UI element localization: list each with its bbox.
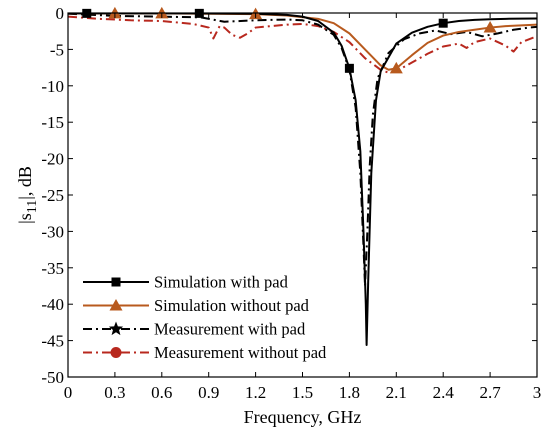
y-tick-label-4: -20 (41, 150, 64, 169)
series-2-marker-5 (483, 21, 497, 33)
x-tick-label-8: 2.4 (433, 383, 455, 402)
legend-marker-1 (111, 277, 121, 287)
legend-marker-2 (109, 299, 123, 311)
y-tick-label-8: -40 (41, 295, 64, 314)
tick-layer: 0 0.3 0.6 0.9 1.2 1.5 1.8 2.1 2.4 2.7 3 0 -5 -10 -15 -2… (41, 4, 541, 402)
legend-label-2: Simulation without pad (154, 296, 310, 315)
y-axis-label-main: |s (15, 213, 35, 224)
legend-label-1: Simulation with pad (154, 273, 289, 292)
series-2-marker-4 (389, 61, 403, 74)
y-tick-label-3: -15 (41, 113, 64, 132)
legend-label-4: Measurement without pad (154, 343, 327, 362)
y-axis-label-subscript: 11 (25, 200, 40, 213)
x-tick-label-2: 0.6 (151, 383, 172, 402)
x-tick-label-3: 0.9 (198, 383, 219, 402)
legend-marker-4 (110, 347, 122, 358)
legend-item-1: Simulation with pad (83, 273, 289, 292)
x-tick-label-7: 2.1 (386, 383, 407, 402)
y-tick-label-2: -10 (41, 77, 64, 96)
y-tick-label-5: -25 (41, 186, 64, 205)
x-tick-label-0: 0 (64, 383, 73, 402)
y-axis-label-tail: |, dB (15, 166, 35, 200)
y-tick-label-7: -35 (41, 259, 64, 278)
legend: Simulation with pad Simulation without pa… (74, 269, 346, 365)
legend-item-4: Measurement without pad (83, 343, 327, 362)
x-tick-label-1: 0.3 (104, 383, 125, 402)
y-axis-label: |s11|, dB (15, 166, 40, 224)
x-tick-label-6: 1.8 (339, 383, 360, 402)
x-tick-label-4: 1.2 (245, 383, 266, 402)
x-tick-label-5: 1.5 (292, 383, 313, 402)
x-tick-label-10: 3 (533, 383, 542, 402)
y-tick-label-1: -5 (50, 40, 64, 59)
legend-item-3: Measurement with pad (83, 320, 306, 339)
series-1-marker-4 (438, 18, 448, 28)
legend-label-3: Measurement with pad (154, 320, 306, 339)
y-tick-label-0: 0 (56, 4, 65, 23)
legend-item-2: Simulation without pad (83, 296, 310, 315)
series-1-marker-3 (344, 63, 354, 73)
y-tick-label-6: -30 (41, 222, 64, 241)
x-axis-label: Frequency, GHz (244, 407, 362, 427)
y-tick-label-10: -50 (41, 368, 64, 387)
legend-marker-3 (108, 321, 124, 336)
x-tick-label-9: 2.7 (479, 383, 501, 402)
y-tick-label-9: -45 (41, 332, 64, 351)
